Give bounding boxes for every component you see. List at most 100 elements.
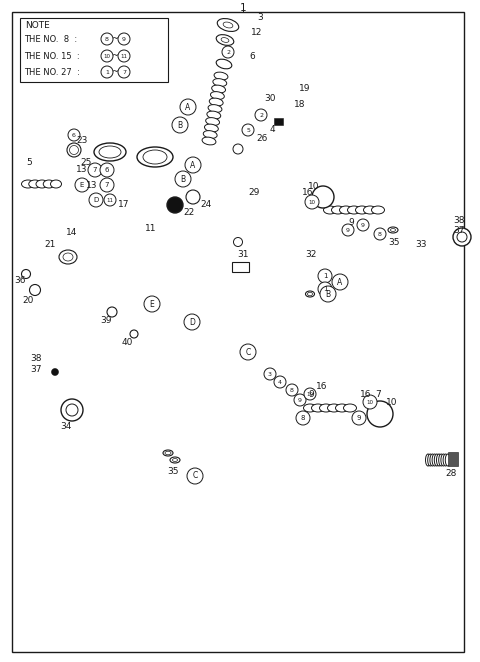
Circle shape (61, 399, 83, 421)
Text: A: A (185, 103, 191, 111)
Ellipse shape (63, 253, 73, 261)
Circle shape (184, 314, 200, 330)
Bar (392, 12, 460, 222)
Circle shape (363, 395, 377, 409)
Text: 28: 28 (445, 469, 456, 479)
Circle shape (107, 307, 117, 317)
Ellipse shape (208, 105, 222, 113)
Circle shape (304, 388, 316, 400)
Circle shape (332, 274, 348, 290)
Text: 9: 9 (361, 222, 365, 228)
Ellipse shape (436, 454, 442, 466)
Circle shape (274, 376, 286, 388)
Text: 16: 16 (316, 381, 327, 391)
Text: 31: 31 (237, 250, 249, 258)
Text: 9: 9 (122, 36, 126, 42)
Text: 9: 9 (308, 389, 314, 399)
Circle shape (101, 50, 113, 62)
Text: 9: 9 (346, 228, 350, 232)
Ellipse shape (59, 250, 77, 264)
Text: 1: 1 (240, 3, 246, 13)
Text: 3: 3 (257, 13, 263, 21)
Text: 8: 8 (301, 415, 305, 421)
Ellipse shape (94, 143, 126, 161)
Text: 39: 39 (100, 316, 111, 324)
Text: 13: 13 (76, 164, 87, 173)
Circle shape (367, 401, 393, 427)
Text: 21: 21 (44, 240, 55, 248)
Ellipse shape (348, 206, 360, 214)
Text: 9: 9 (357, 415, 361, 421)
Ellipse shape (344, 404, 357, 412)
Text: 9: 9 (348, 218, 354, 226)
Text: 34: 34 (60, 422, 72, 430)
Ellipse shape (50, 180, 61, 188)
Text: 35: 35 (388, 238, 399, 246)
Ellipse shape (216, 34, 234, 46)
Circle shape (312, 186, 334, 208)
Ellipse shape (320, 404, 333, 412)
Ellipse shape (324, 206, 336, 214)
Text: 4: 4 (270, 124, 276, 134)
Text: 23: 23 (76, 136, 87, 144)
Ellipse shape (209, 98, 223, 106)
Circle shape (296, 411, 310, 425)
Circle shape (29, 285, 40, 295)
Bar (448, 452, 458, 466)
Text: 10: 10 (104, 54, 110, 58)
Text: 19: 19 (299, 83, 311, 93)
Text: A: A (337, 277, 343, 287)
Ellipse shape (425, 454, 431, 466)
Circle shape (89, 193, 103, 207)
Text: 8: 8 (378, 232, 382, 236)
Ellipse shape (43, 180, 55, 188)
Ellipse shape (305, 291, 314, 297)
Circle shape (67, 143, 81, 157)
Circle shape (233, 238, 242, 246)
Text: 10: 10 (307, 391, 313, 397)
Text: ~: ~ (111, 52, 119, 60)
Circle shape (100, 163, 114, 177)
Text: 14: 14 (66, 228, 77, 236)
Circle shape (118, 50, 130, 62)
Text: D: D (94, 197, 98, 203)
Ellipse shape (22, 180, 35, 188)
Circle shape (167, 197, 183, 213)
Circle shape (318, 282, 332, 296)
Ellipse shape (372, 206, 384, 214)
Ellipse shape (99, 146, 121, 158)
Text: 29: 29 (248, 187, 259, 197)
Ellipse shape (336, 404, 348, 412)
Text: 24: 24 (200, 199, 211, 209)
Text: 12: 12 (251, 28, 263, 36)
Ellipse shape (216, 59, 232, 69)
Circle shape (118, 66, 130, 78)
Ellipse shape (391, 228, 396, 232)
Ellipse shape (203, 130, 217, 138)
Circle shape (457, 232, 467, 242)
Text: 3: 3 (268, 371, 272, 377)
Text: 11: 11 (107, 197, 113, 203)
Text: 26: 26 (256, 134, 267, 142)
Ellipse shape (165, 451, 171, 455)
Ellipse shape (214, 72, 228, 80)
Ellipse shape (308, 292, 312, 296)
Circle shape (305, 195, 319, 209)
Text: 1: 1 (323, 286, 327, 292)
Text: 18: 18 (294, 99, 305, 109)
Text: C: C (245, 348, 251, 357)
Circle shape (222, 46, 234, 58)
Text: 5: 5 (26, 158, 32, 167)
Text: 6: 6 (72, 132, 76, 138)
Text: 1: 1 (105, 70, 109, 75)
Ellipse shape (303, 404, 316, 412)
Text: B: B (178, 120, 182, 130)
Text: 37: 37 (30, 365, 41, 373)
Text: 36: 36 (14, 275, 25, 285)
Ellipse shape (202, 137, 216, 145)
Text: 6: 6 (105, 167, 109, 173)
Circle shape (318, 269, 332, 283)
Text: 10: 10 (308, 181, 320, 191)
Ellipse shape (207, 111, 221, 119)
Ellipse shape (172, 459, 178, 461)
